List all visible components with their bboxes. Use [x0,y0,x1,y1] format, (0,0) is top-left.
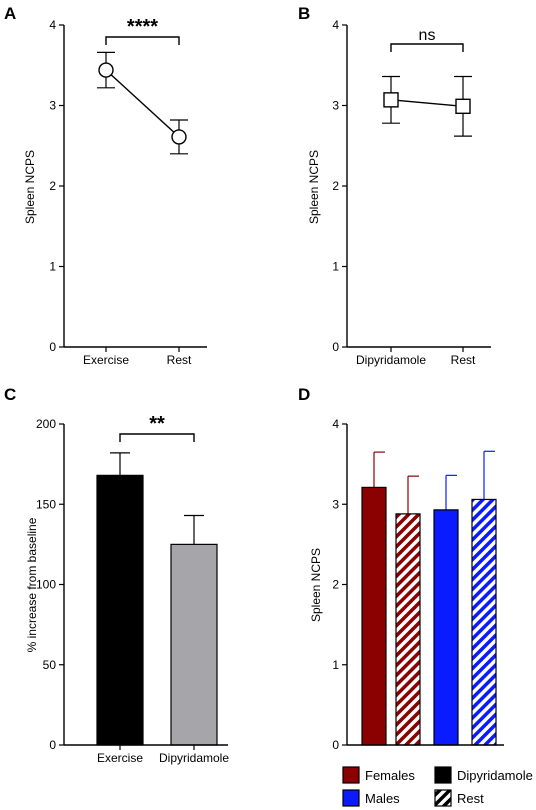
panel-d-legend-label: Females [365,768,415,783]
panel-a-x-tick-label: Exercise [83,353,129,367]
panel-b-significance-bracket [390,43,464,52]
panel-letter-d: D [298,385,310,404]
panel-d-bar [361,486,387,746]
panel-c-y-axis-title: % increase from baseline [25,517,39,652]
panel-d-y-tick-label: 3 [332,497,339,511]
panel-a-significance-bracket [105,36,180,45]
panel-letter-c: C [4,385,16,404]
panel-a-y-tick-label: 4 [49,18,56,32]
panel-a-y-axis-title: Spleen NCPS [23,150,37,224]
panel-a-x-tick-label: Rest [167,353,192,367]
panel-c-bar [170,543,218,746]
panel-c-x-tick-label: Exercise [97,751,143,765]
panel-b-data-point [455,98,471,115]
panel-b-significance-label: ns [419,27,436,44]
panel-d-legend-swatch [342,766,360,784]
panel-b-y-tick-label: 2 [332,179,339,193]
panel-c-bar [96,474,144,746]
panel-d-legend-label: Dipyridamole [457,768,533,783]
panel-letter-a: A [4,4,16,23]
panel-a-y-tick-label: 0 [49,340,56,354]
panel-a-data-point [171,129,187,145]
panel-d-y-tick-label: 1 [332,658,339,672]
panel-b-data-point [383,92,399,108]
panel-b-x-tick-label: Dipyridamole [356,353,426,367]
panel-b-y-tick-label: 1 [332,260,339,274]
plots: 0 1 2 3 4 Exercise Rest **** 0 1 2 3 4 Dipyridamole Re… [36,16,533,807]
panel-a-y-tick-label: 2 [49,179,56,193]
panel-b-y-tick-label: 4 [332,18,339,32]
panel-d-legend-swatch [342,789,360,807]
panel-d-bar [471,498,497,746]
panel-c-y-tick-label: 100 [36,578,56,592]
panel-b-x-tick-label: Rest [451,353,476,367]
panel-c-x-tick-label: Dipyridamole [159,751,229,765]
panel-b-y-tick-label: 0 [332,340,339,354]
panel-a-significance-label: **** [127,16,158,38]
panel-letter-b: B [298,4,310,23]
panel-c-y-tick-label: 150 [36,497,56,511]
panel-d-legend-label: Rest [457,791,484,806]
panel-a-data-point [98,62,114,78]
panel-d-y-axis-title: Spleen NCPS [309,548,323,622]
panel-d-legend-swatch [434,789,452,807]
panel-d-y-tick-label: 4 [332,417,339,431]
panel-a-series-line [105,69,180,138]
panel-b-y-tick-label: 3 [332,99,339,113]
panel-c-y-tick-label: 0 [49,738,56,752]
panel-c-significance-bracket [119,433,195,442]
panel-b-y-axis-title: Spleen NCPS [307,150,321,224]
panel-a-y-tick-label: 3 [49,99,56,113]
panel-d-y-tick-label: 0 [332,738,339,752]
panel-c-y-tick-label: 200 [36,417,56,431]
panel-d-legend-label: Males [365,791,400,806]
panel-b-series-line [390,99,464,108]
panel-c-y-tick-label: 50 [43,658,57,672]
panel-d-y-tick-label: 2 [332,578,339,592]
panel-c-significance-label: ** [149,413,165,435]
panel-d-bar [395,513,421,746]
panel-d-bar [433,509,459,746]
panel-d-legend-swatch [434,766,452,784]
panel-a-y-tick-label: 1 [49,260,56,274]
